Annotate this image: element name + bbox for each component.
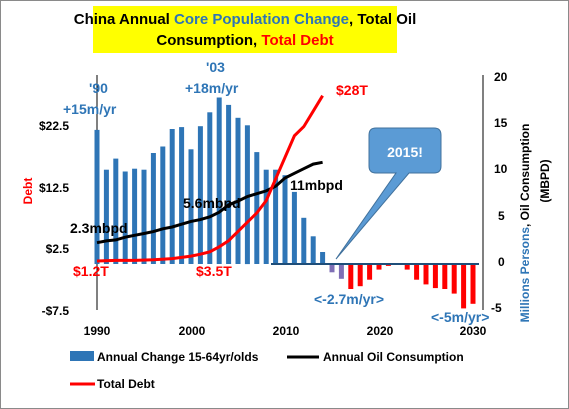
left-tick-label: $22.5 xyxy=(39,119,69,133)
population-bar xyxy=(244,125,250,265)
population-bar xyxy=(461,264,467,309)
annotation-year-2003: '03 xyxy=(206,59,225,75)
population-bar xyxy=(122,171,128,264)
population-bars xyxy=(94,97,476,309)
population-bar xyxy=(160,146,166,264)
annotation-pop-2003: +18m/yr xyxy=(185,80,239,96)
population-bar xyxy=(376,264,382,270)
callout-bubble xyxy=(335,127,442,260)
right-tick-label: 20 xyxy=(494,70,508,84)
population-bar xyxy=(329,264,335,273)
population-bar xyxy=(94,129,100,264)
population-bar xyxy=(207,112,213,264)
population-bar xyxy=(291,191,297,264)
population-bar xyxy=(423,264,429,285)
annotation-debt-2003: $3.5T xyxy=(196,263,232,279)
population-bar xyxy=(188,149,194,264)
population-bar xyxy=(367,264,373,280)
population-bar xyxy=(132,168,138,264)
population-bar xyxy=(113,158,119,264)
population-bar xyxy=(451,264,457,294)
annotation-oil-1990: 2.3mbpd xyxy=(70,220,128,236)
right-axis-title-units: (MBPD) xyxy=(538,159,552,202)
population-bar xyxy=(310,236,316,265)
annotation-pop-2030: <-5m/yr> xyxy=(431,309,489,325)
left-tick-label: $2.5 xyxy=(46,242,70,256)
population-bar xyxy=(150,153,156,264)
chart-title-line2: Consumption, Total Debt xyxy=(156,32,333,49)
legend-label: Annual Change 15-64yr/olds xyxy=(97,350,259,364)
left-axis-title: Debt xyxy=(21,178,35,205)
annotation-oil-2003: 5.6mbpd xyxy=(183,195,241,211)
population-bar xyxy=(179,127,185,264)
population-bar xyxy=(226,104,232,265)
annotation-pop-2020: <-2.7m/yr> xyxy=(314,291,384,307)
chart-title-line1: China Annual Core Population Change, Tot… xyxy=(74,11,417,28)
population-bar xyxy=(432,264,438,289)
population-bar xyxy=(414,264,420,280)
right-tick-label: 0 xyxy=(498,255,505,269)
x-tick-label: 1990 xyxy=(84,324,111,338)
population-bar xyxy=(235,117,241,264)
population-bar xyxy=(357,264,363,287)
population-bar xyxy=(338,264,344,279)
population-bar xyxy=(169,129,175,264)
population-bar xyxy=(320,252,326,264)
annotation-pop-1990: +15m/yr xyxy=(63,101,117,117)
population-bar xyxy=(442,264,448,289)
population-bar xyxy=(263,169,269,264)
population-bar xyxy=(103,169,109,264)
annotation-debt-2014: $28T xyxy=(336,82,368,98)
x-tick-label: 2000 xyxy=(179,324,206,338)
x-tick-label: 2020 xyxy=(367,324,394,338)
annotation-debt-1990: $1.2T xyxy=(73,263,109,279)
x-tick-label: 2030 xyxy=(460,324,487,338)
x-tick-label: 2010 xyxy=(273,324,300,338)
left-tick-label: -$7.5 xyxy=(42,304,70,318)
right-tick-label: 5 xyxy=(498,209,505,223)
legend-swatch-bars xyxy=(70,351,94,361)
population-bar xyxy=(141,169,147,264)
right-tick-label: 15 xyxy=(494,116,508,130)
population-bar xyxy=(273,169,279,264)
right-axis-title: Millions Persons, Oil Consumption xyxy=(518,124,532,323)
total-debt-line xyxy=(96,94,324,263)
legend-label: Annual Oil Consumption xyxy=(323,350,464,364)
population-bar xyxy=(301,217,307,265)
population-bar xyxy=(282,175,288,264)
population-bar xyxy=(348,264,354,289)
population-bar xyxy=(216,97,222,264)
population-bar xyxy=(197,126,203,264)
legend-label: Total Debt xyxy=(97,377,155,391)
right-tick-label: 10 xyxy=(494,162,508,176)
oil-consumption-line xyxy=(96,160,323,245)
annotation-oil-2014: 11mbpd xyxy=(290,177,343,193)
right-tick-label: -5 xyxy=(491,301,502,315)
population-bar xyxy=(404,264,410,270)
callout-text: 2015! xyxy=(387,144,423,160)
title-background xyxy=(93,6,397,53)
left-tick-label: $12.5 xyxy=(39,181,69,195)
annotation-year-1990: '90 xyxy=(89,80,108,96)
population-bar xyxy=(254,152,260,264)
population-bar xyxy=(470,264,476,304)
